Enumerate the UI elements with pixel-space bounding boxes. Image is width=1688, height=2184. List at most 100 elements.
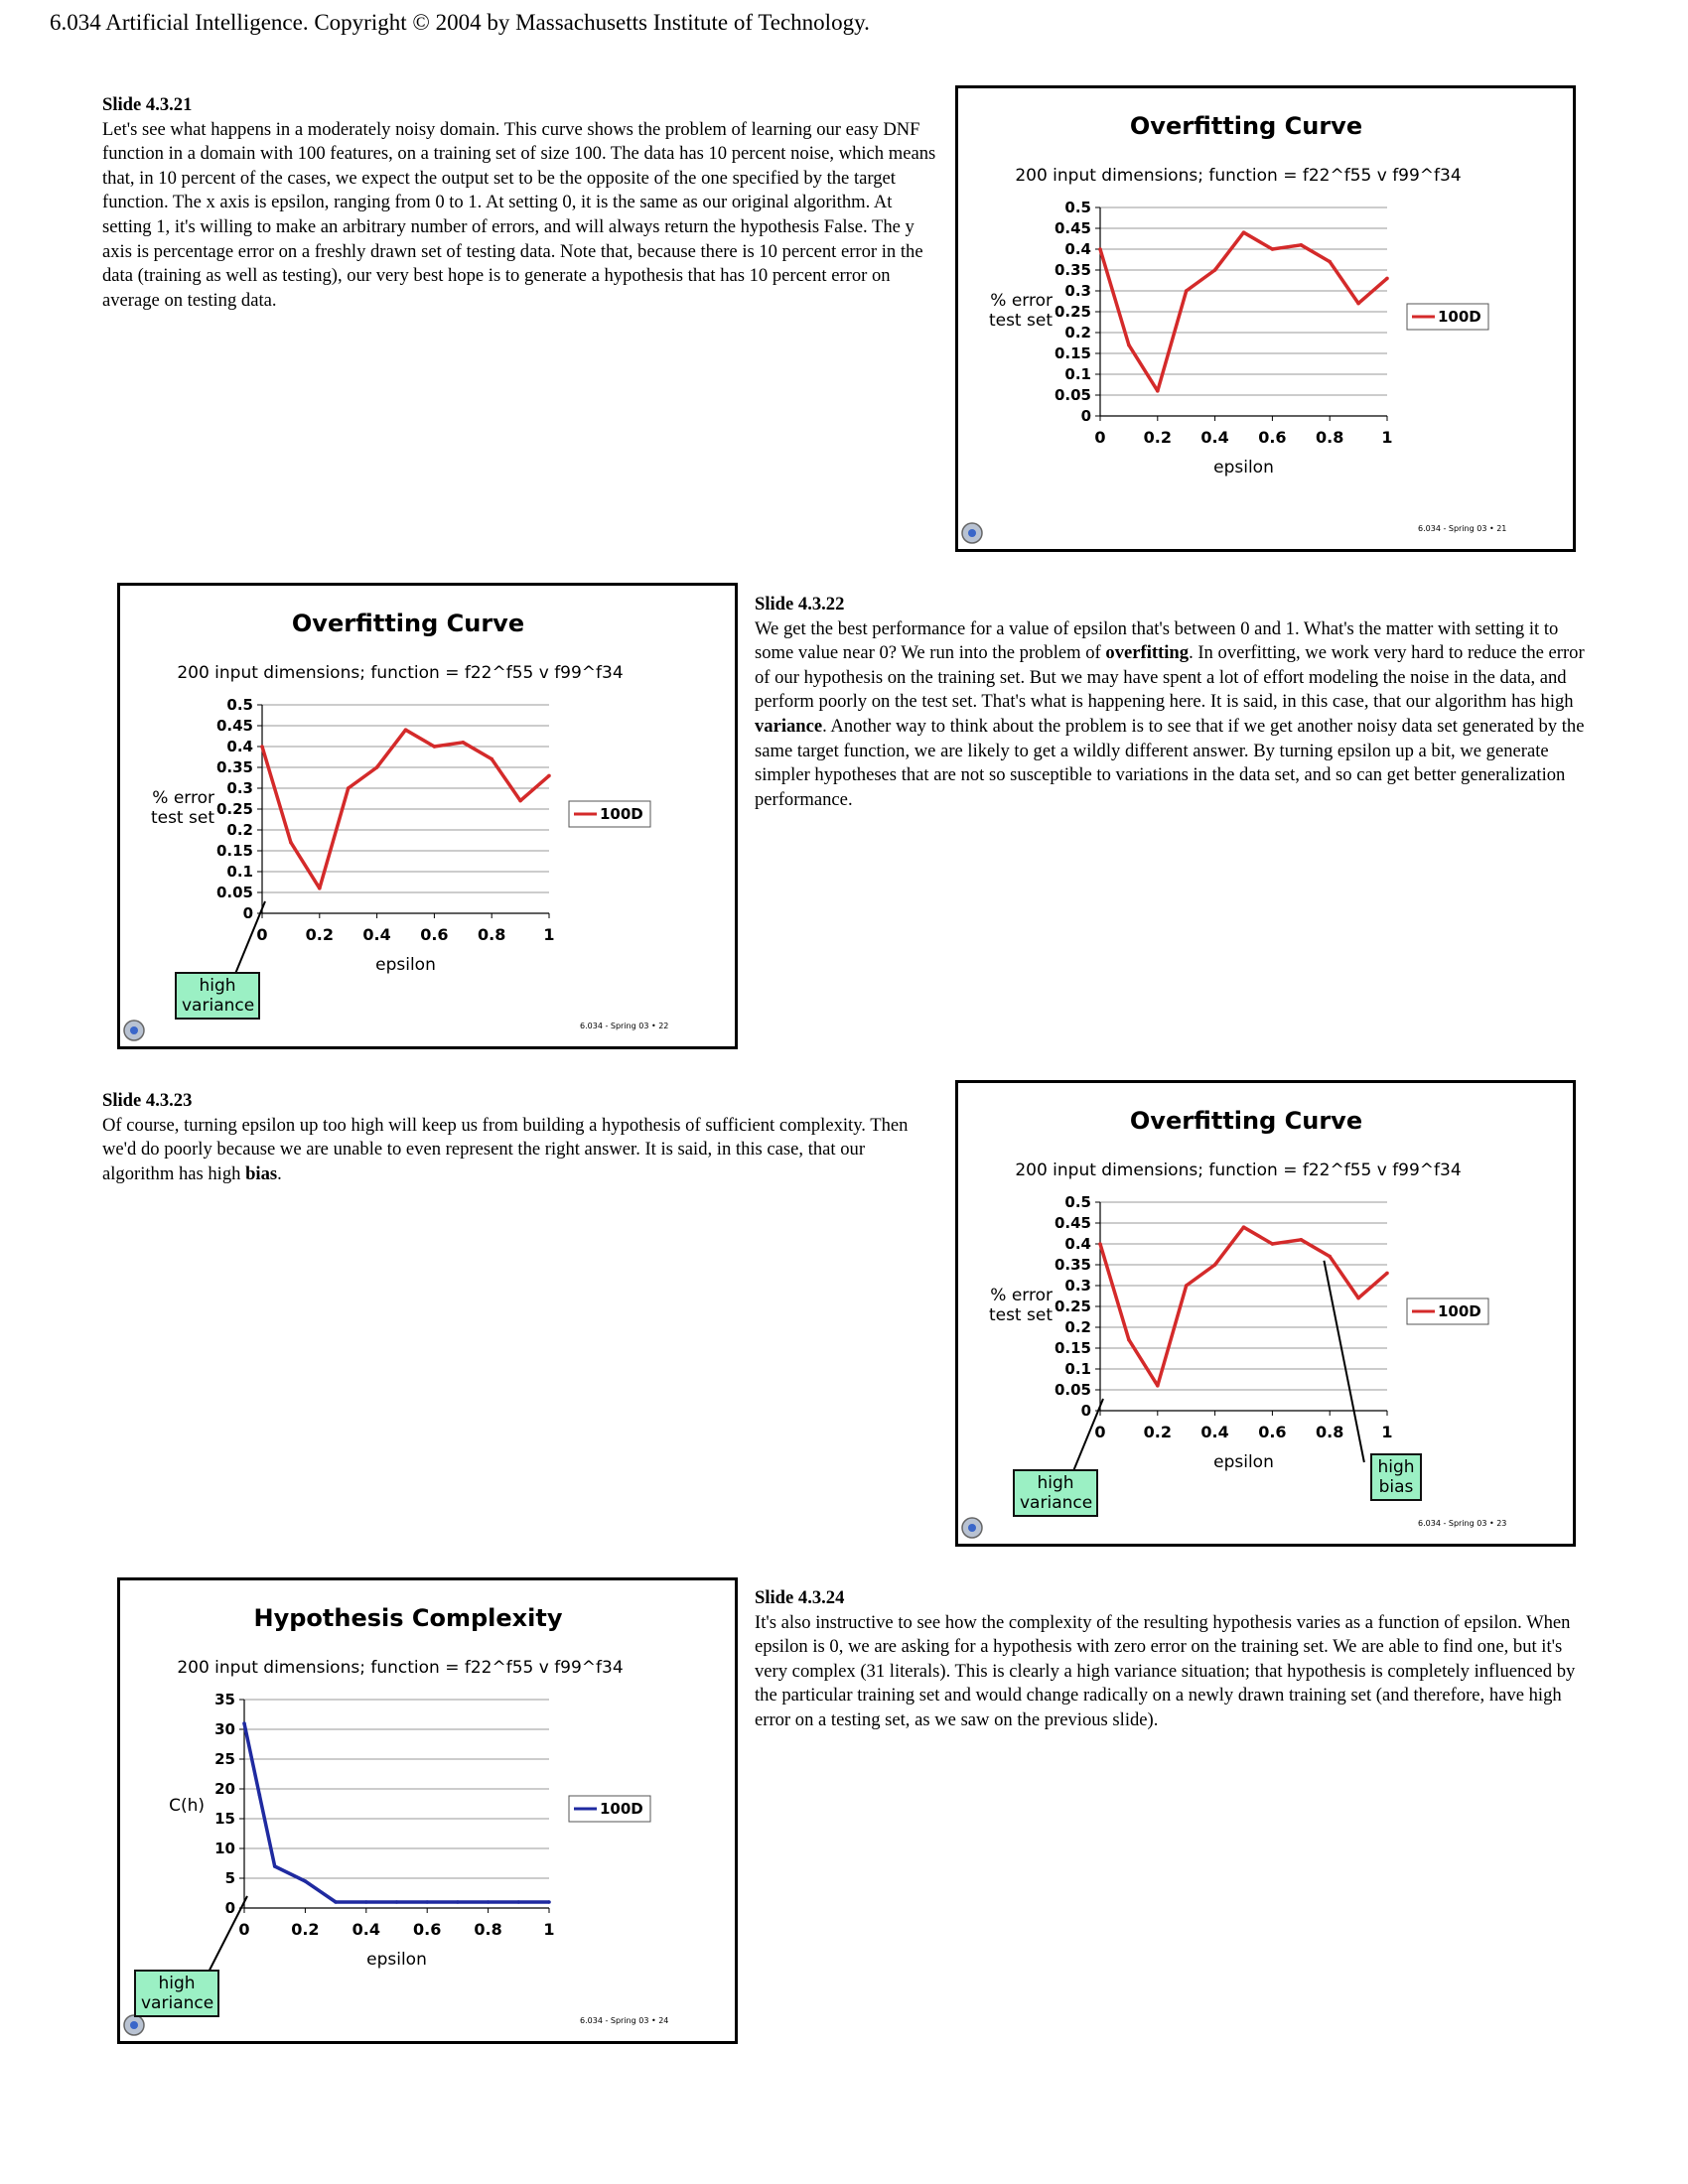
page-header: 6.034 Artificial Intelligence. Copyright… — [50, 10, 870, 36]
y-tick-label: 5 — [225, 1869, 235, 1887]
x-tick-label: 0.6 — [1258, 1423, 1286, 1441]
data-point — [395, 1900, 399, 1904]
data-point — [304, 1879, 308, 1883]
y-tick-label: 0.1 — [1064, 365, 1091, 383]
chart-svg: Overfitting Curve 200 input dimensions; f… — [958, 88, 1573, 549]
annotation-high-variance: high variance — [175, 972, 260, 1020]
y-axis-label-line: % error — [152, 788, 214, 808]
x-tick-label: 0 — [256, 925, 267, 944]
data-point — [1271, 247, 1275, 251]
legend-label: 100D — [600, 1800, 643, 1818]
slide-title: Slide 4.3.24 — [755, 1586, 1599, 1611]
data-point — [1098, 1242, 1102, 1246]
text-run: Let's see what happens in a moderately n… — [102, 119, 935, 311]
y-tick-label: 10 — [214, 1840, 235, 1857]
y-axis-label-line: % error — [990, 291, 1053, 311]
slide-paragraph: We get the best performance for a value … — [755, 618, 1585, 810]
text-run: Of course, turning epsilon up too high w… — [102, 1115, 908, 1184]
data-point — [1185, 289, 1189, 293]
y-tick-label: 0.15 — [1055, 1339, 1091, 1357]
y-tick-label: 0.1 — [226, 863, 253, 881]
chart-subtitle: 200 input dimensions; function = f22^f55… — [1015, 166, 1461, 186]
data-point — [517, 1900, 521, 1904]
y-tick-label: 0.25 — [216, 800, 253, 818]
text-run: . — [277, 1163, 282, 1184]
y-tick-label: 0.45 — [1055, 219, 1091, 237]
y-tick-label: 0.5 — [226, 696, 253, 714]
y-axis-label: % error test set — [151, 788, 214, 828]
slide-paragraph: It's also instructive to see how the com… — [755, 1612, 1575, 1730]
slide-image-21: Overfitting Curve 200 input dimensions; f… — [955, 85, 1576, 552]
bold-term: variance — [755, 716, 822, 737]
text-run: . Another way to think about the problem… — [755, 716, 1584, 810]
x-tick-label: 0 — [238, 1920, 249, 1939]
y-tick-label: 0.45 — [216, 717, 253, 735]
slide-title: Slide 4.3.21 — [102, 93, 936, 118]
x-tick-label: 0.8 — [1316, 1423, 1343, 1441]
y-axis-label-line: test set — [989, 1305, 1053, 1325]
speaker-icon-center — [968, 529, 976, 537]
y-axis-label-line: test set — [151, 808, 214, 828]
slide-paragraph: Of course, turning epsilon up too high w… — [102, 1115, 908, 1184]
y-tick-label: 0.5 — [1064, 199, 1091, 216]
data-point — [547, 1900, 551, 1904]
data-point — [1242, 1225, 1246, 1229]
slide-footer: 6.034 - Spring 03 • 21 — [1418, 524, 1506, 533]
x-tick-label: 0.2 — [291, 1920, 319, 1939]
y-tick-label: 0.5 — [1064, 1193, 1091, 1211]
bold-term: bias — [245, 1163, 277, 1184]
x-tick-label: 0.8 — [1316, 428, 1343, 447]
y-tick-label: 0.2 — [1064, 324, 1091, 341]
data-point — [1213, 1263, 1217, 1267]
data-point — [1098, 247, 1102, 251]
data-point — [1242, 230, 1246, 234]
chart-title: Overfitting Curve — [1130, 1107, 1362, 1135]
chart-title: Hypothesis Complexity — [253, 1604, 562, 1632]
data-point — [347, 786, 351, 790]
data-point — [518, 799, 522, 803]
y-tick-label: 0.05 — [1055, 386, 1091, 404]
x-tick-label: 0.6 — [1258, 428, 1286, 447]
y-tick-label: 35 — [214, 1691, 235, 1708]
y-axis-label-line: test set — [989, 311, 1053, 331]
data-point — [1213, 268, 1217, 272]
slide-footer: 6.034 - Spring 03 • 22 — [580, 1022, 668, 1030]
data-point — [1356, 302, 1360, 306]
y-tick-label: 0.45 — [1055, 1214, 1091, 1232]
y-axis-label: % error test set — [989, 291, 1053, 331]
x-tick-label: 0.2 — [1144, 1423, 1172, 1441]
data-point — [1385, 1272, 1389, 1276]
x-tick-label: 1 — [543, 1920, 554, 1939]
data-point — [375, 765, 379, 769]
x-tick-label: 0.4 — [1200, 1423, 1228, 1441]
slide-title: Slide 4.3.22 — [755, 593, 1599, 617]
x-tick-label: 0.6 — [420, 925, 448, 944]
data-point — [258, 1793, 262, 1797]
x-tick-label: 0.6 — [413, 1920, 441, 1939]
y-tick-label: 0.3 — [1064, 282, 1091, 300]
x-tick-label: 0 — [1094, 1423, 1105, 1441]
y-tick-label: 0.35 — [1055, 261, 1091, 279]
data-point — [1328, 1255, 1332, 1259]
y-tick-label: 0.2 — [226, 821, 253, 839]
data-point — [1385, 277, 1389, 281]
y-tick-label: 15 — [214, 1810, 235, 1828]
annotation-high-variance: high variance — [134, 1970, 219, 2017]
text-run: It's also instructive to see how the com… — [755, 1612, 1575, 1730]
data-point — [433, 745, 437, 749]
data-point — [1127, 343, 1131, 347]
y-tick-label: 0.35 — [1055, 1256, 1091, 1274]
y-tick-label: 0.25 — [1055, 303, 1091, 321]
chart-title: Overfitting Curve — [292, 610, 524, 637]
y-tick-label: 0.1 — [1064, 1360, 1091, 1378]
annotation-high-bias: high bias — [1370, 1453, 1422, 1501]
speaker-icon-center — [968, 1524, 976, 1532]
data-point — [1328, 260, 1332, 264]
data-point — [487, 1900, 491, 1904]
y-tick-label: 0 — [225, 1899, 235, 1917]
y-tick-label: 0.4 — [1064, 240, 1091, 258]
data-point — [1300, 1238, 1304, 1242]
y-tick-label: 25 — [214, 1750, 235, 1768]
speaker-icon-center — [130, 1026, 138, 1034]
data-point — [462, 741, 466, 745]
